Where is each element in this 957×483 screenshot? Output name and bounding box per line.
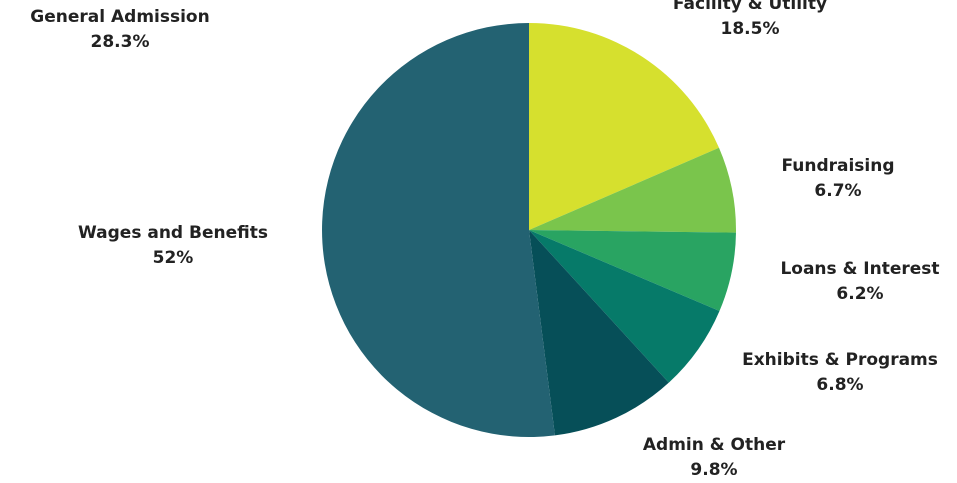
pie-slice-exhibits-programs [529, 230, 720, 383]
label-name: Wages and Benefits [78, 223, 268, 243]
label-value: 6.8% [816, 375, 864, 395]
label-value: 6.7% [814, 181, 862, 201]
pie-slice-loans-interest [529, 230, 736, 312]
label-value: 28.3% [90, 32, 150, 52]
label-general-admission: General Admission 28.3% [30, 5, 209, 55]
label-name: Admin & Other [642, 435, 786, 455]
label-value: 6.2% [836, 284, 884, 304]
label-fundraising: Fundraising 6.7% [781, 154, 894, 204]
label-name: Loans & Interest [780, 259, 940, 279]
label-facility-utility: Facility & Utility 18.5% [673, 0, 827, 42]
label-name: General Admission [30, 7, 210, 27]
pie-slice-facility-utility [529, 23, 719, 230]
pie-slice-admin-other [529, 230, 669, 436]
label-value: 9.8% [690, 460, 738, 480]
label-loans-interest: Loans & Interest 6.2% [780, 257, 939, 307]
label-admin-other: Admin & Other 9.8% [643, 433, 785, 483]
label-value: 52% [152, 248, 194, 268]
label-wages-benefits: Wages and Benefits 52% [78, 221, 268, 271]
label-name: Exhibits & Programs [742, 350, 938, 370]
label-exhibits-programs: Exhibits & Programs 6.8% [742, 348, 938, 398]
pie-slice-wages-and-benefits [322, 23, 555, 437]
label-name: Facility & Utility [672, 0, 828, 14]
pie-slice-fundraising [529, 147, 736, 233]
label-value: 18.5% [720, 19, 780, 39]
label-name: Fundraising [781, 156, 895, 176]
